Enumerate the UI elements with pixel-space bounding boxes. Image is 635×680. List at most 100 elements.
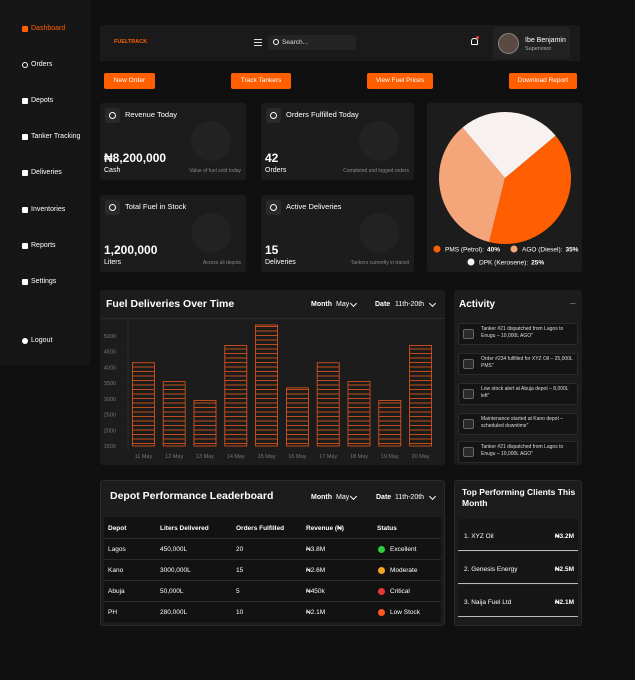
nav-logout[interactable]: Logout (31, 337, 53, 344)
bar (378, 400, 402, 447)
legend-value: 25% (531, 260, 544, 267)
client-name: 3. Naija Fuel Ltd (464, 599, 512, 606)
stat-icon-dot (109, 112, 116, 119)
action-button[interactable]: View Fuel Prices (367, 73, 433, 89)
y-tick-label: 1500 (104, 444, 116, 450)
bar (132, 362, 155, 447)
filter-value[interactable]: 11th-20th (395, 301, 425, 308)
filter-label[interactable]: Date (376, 494, 392, 501)
x-tick-label: 19 May (381, 454, 399, 460)
search-box[interactable] (268, 35, 356, 50)
stat-title: Orders Fulfilled Today (286, 110, 359, 119)
filter-value[interactable]: May (336, 301, 350, 308)
activity-more[interactable]: ... (570, 299, 576, 306)
status-dot (378, 588, 385, 595)
menu-line (254, 42, 262, 43)
status-dot (378, 609, 385, 616)
stat-unit: Liters (104, 259, 122, 266)
table-cell: 5 (236, 588, 240, 595)
stat-icon-dot (109, 204, 116, 211)
table-cell: 50,000L (160, 588, 184, 595)
stat-watermark (359, 121, 399, 161)
y-tick-label: 3000 (104, 397, 116, 403)
nav-item[interactable]: Reports (31, 242, 56, 249)
row-divider (104, 580, 441, 581)
filter-label[interactable]: Date (375, 301, 391, 308)
legend-swatch (510, 245, 518, 253)
search-icon (273, 39, 279, 45)
activity-text: Tanker #21 dispatched from Lagos to Enug… (481, 326, 564, 339)
nav-item[interactable]: Settings (31, 278, 57, 285)
y-tick-label: 2500 (104, 413, 116, 419)
bell-icon[interactable] (471, 38, 478, 45)
stat-note: Value of fuel sold today (189, 168, 241, 174)
filter-label[interactable]: Month (311, 494, 332, 501)
chart-title: Fuel Deliveries Over Time (106, 298, 235, 310)
x-tick-label: 11 May (135, 454, 153, 460)
nav-item[interactable]: Dashboard (31, 25, 66, 32)
activity-item (458, 441, 578, 463)
table-cell: 3000,000L (160, 567, 191, 574)
table-cell: 15 (236, 567, 244, 574)
user-role: Supervisor (525, 46, 552, 52)
legend-label: PMS (Petrol): (445, 247, 484, 254)
legend-entry: DPK (Kerosene): 25% (479, 260, 544, 267)
search-placeholder: Search... (282, 39, 309, 46)
user-name: Ibe Benjamin (525, 37, 566, 44)
bar (224, 345, 248, 447)
action-button[interactable]: Download Report (509, 73, 577, 89)
y-tick-label: 4500 (104, 350, 116, 356)
status-dot (378, 546, 385, 553)
filter-value[interactable]: 11th-20th (395, 494, 425, 501)
nav-item[interactable]: Depots (31, 97, 54, 104)
table-cell: 280,000L (160, 609, 188, 616)
menu-line (254, 45, 262, 46)
filter-label[interactable]: Month (311, 301, 332, 308)
table-cell: 450,000L (160, 546, 188, 553)
stat-value: 42 (265, 151, 279, 165)
stat-icon-dot (270, 204, 277, 211)
activity-icon (463, 447, 474, 457)
table-cell: Low Stock (390, 609, 420, 616)
pie-slice (489, 135, 571, 244)
nav-item[interactable]: Tanker Tracking (31, 133, 81, 140)
avatar (498, 33, 519, 54)
x-tick-label: 20 May (412, 454, 430, 460)
row-divider (104, 559, 441, 560)
table-cell: ₦2.6M (306, 567, 326, 574)
activity-title: Activity (459, 299, 496, 310)
action-button[interactable]: Track Tankers (231, 73, 291, 89)
x-tick-label: 16 May (288, 454, 306, 460)
nav-icon (22, 26, 28, 32)
chart: PMS (Petrol): 40% AGO (Diesel): 35% DPK (Ker… (433, 112, 579, 267)
table-cell: Moderate (390, 567, 418, 574)
activity-icon (463, 389, 474, 399)
nav-icon (22, 98, 28, 104)
column-header: Status (377, 525, 397, 532)
legend-entry: PMS (Petrol): 40% (445, 247, 500, 254)
nav-icon (22, 279, 28, 285)
stat-watermark (191, 121, 231, 161)
legend-value: 35% (565, 247, 578, 254)
leaderboard-title: Depot Performance Leaderboard (110, 490, 274, 502)
table-cell: 20 (236, 546, 244, 553)
table-cell: Abuja (108, 588, 125, 595)
client-revenue: ₦2.5M (554, 566, 574, 573)
nav-item[interactable]: Inventories (31, 206, 66, 213)
bar (285, 387, 309, 447)
pie-slice (439, 127, 505, 243)
legend-label: AGO (Diesel): (522, 247, 563, 254)
table-cell: ₦2.1M (306, 609, 326, 616)
filter-value[interactable]: May (336, 494, 350, 501)
table-cell: Lagos (108, 546, 126, 553)
action-button[interactable]: New Order (104, 73, 155, 89)
legend-swatch (433, 245, 441, 253)
stat-unit: Deliveries (265, 259, 296, 266)
nav-item[interactable]: Deliveries (31, 169, 62, 176)
bar (193, 400, 217, 447)
nav-icon (22, 243, 28, 249)
row-divider (104, 538, 441, 539)
nav-item[interactable]: Orders (31, 61, 53, 68)
activity-text: Tanker #21 dispatched from Lagos to Enug… (481, 444, 564, 457)
